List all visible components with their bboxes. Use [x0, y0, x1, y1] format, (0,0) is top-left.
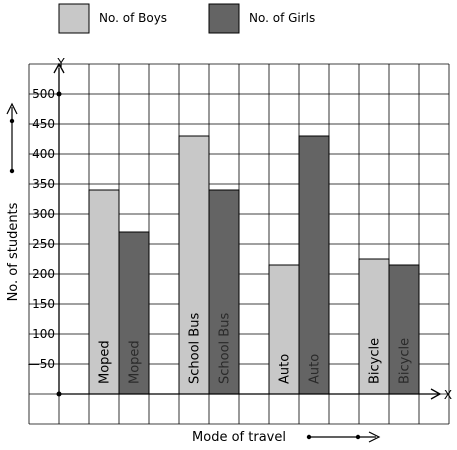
y-axis-dot	[56, 91, 62, 97]
bar-label: Moped	[128, 340, 143, 384]
y-tick-label: 450	[32, 117, 55, 131]
legend: No. of Boys No. of Girls	[58, 3, 315, 34]
y-tick-label: 250	[32, 237, 55, 251]
y-tick-label: 300	[32, 207, 55, 221]
x-axis-label: Mode of travel	[192, 430, 286, 445]
bar-label: School Bus	[188, 313, 203, 384]
bar-label: Auto	[278, 354, 293, 384]
bar-label: School Bus	[218, 313, 233, 384]
x-label-arrowhead	[368, 431, 381, 443]
bar-label: Moped	[98, 340, 113, 384]
y-tick-label: 400	[32, 147, 55, 161]
y-axis-label: No. of students	[6, 202, 21, 301]
bar-bicycle-girls	[388, 264, 420, 395]
y-tick-label: 500	[32, 87, 55, 101]
legend-label-boys: No. of Boys	[99, 11, 167, 25]
y-tick-label: 100	[32, 327, 55, 341]
y-label-arrow-dot	[9, 168, 15, 174]
y-tick-label: 200	[32, 267, 55, 281]
y-label-arrow-dot	[9, 118, 15, 124]
origin-dot	[56, 391, 62, 397]
y-tick-label: 150	[32, 297, 55, 311]
y-axis-letter: Y	[56, 56, 65, 70]
axes: 500 450 400 350 300 250 200 150 100 —50	[6, 62, 442, 443]
y-label-arrowhead	[6, 102, 18, 115]
x-axis-arrowhead	[430, 388, 442, 400]
x-label-arrow-dot	[355, 434, 361, 440]
y-tick-label: 350	[32, 177, 55, 191]
bar-auto-boys	[268, 264, 300, 395]
legend-label-girls: No. of Girls	[249, 11, 315, 25]
y-tick-label: —50	[28, 357, 55, 371]
x-label-arrow-dot	[306, 434, 312, 440]
bars: Moped Moped School Bus School Bus Auto Auto Bi…	[88, 135, 420, 395]
legend-swatch-boys	[58, 3, 90, 34]
legend-swatch-girls	[208, 3, 240, 34]
bar-label: Bicycle	[368, 338, 383, 384]
x-axis-letter: X	[444, 388, 452, 402]
bar-auto-girls	[298, 135, 330, 395]
bar-label: Auto	[308, 354, 323, 384]
y-axis-arrowhead	[53, 62, 65, 74]
bar-label: Bicycle	[398, 338, 413, 384]
bar-moped-boys	[88, 189, 120, 395]
